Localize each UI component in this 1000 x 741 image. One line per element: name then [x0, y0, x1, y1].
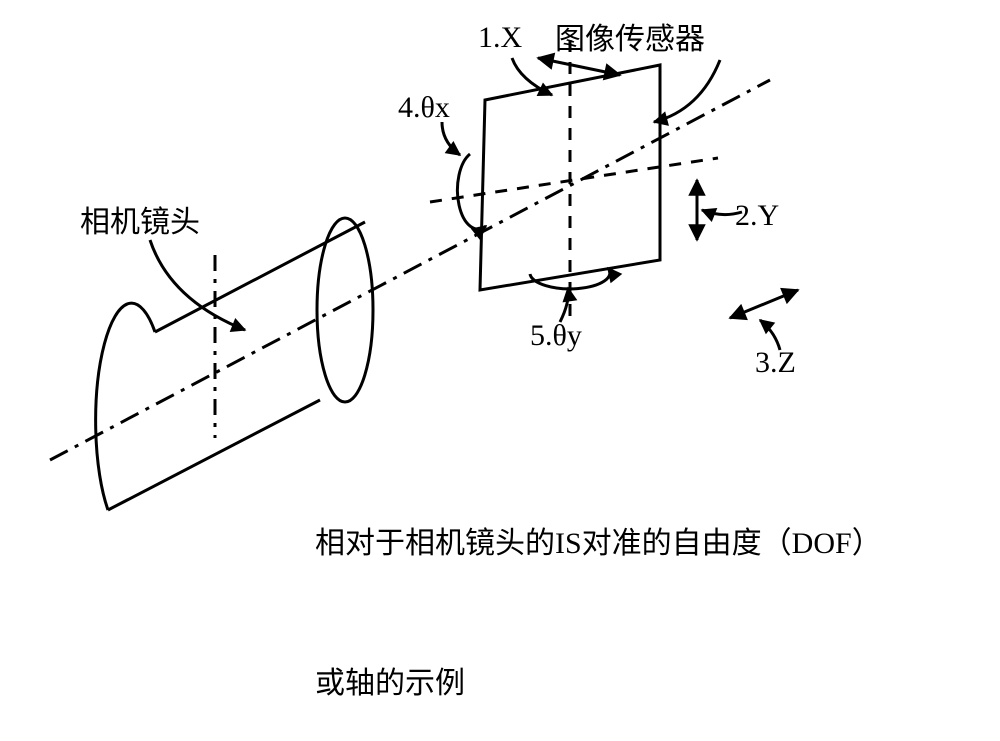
leader-lens [150, 240, 245, 330]
label-4thx: 4.θx [398, 90, 450, 126]
x-translate-arrow [538, 58, 620, 75]
label-2y: 2.Y [735, 198, 779, 234]
label-sensor: 图像传感器 [555, 22, 705, 58]
label-1x: 1.X [478, 20, 522, 56]
leader-5thy [560, 288, 568, 322]
caption: 相对于相机镜头的IS对准的自由度（DOF） 或轴的示例 1. X，平行于IS行的… [315, 428, 882, 741]
leader-sensor [654, 60, 720, 122]
z-translate-arrow [730, 290, 798, 318]
optical-axis [50, 80, 770, 460]
label-3z: 3.Z [755, 345, 796, 381]
leaders [150, 58, 780, 350]
motion-arrows [538, 58, 798, 318]
caption-line: 或轴的示例 [315, 661, 882, 708]
diagram-canvas: 相机镜头 图像传感器 1.X 4.θx 2.Y 5.θy 3.Z 相对于相机镜头… [0, 0, 1000, 741]
caption-line: 相对于相机镜头的IS对准的自由度（DOF） [315, 521, 882, 568]
label-lens: 相机镜头 [80, 205, 200, 241]
label-5thy: 5.θy [530, 318, 582, 354]
leader-4thx [442, 122, 460, 155]
image-sensor [430, 40, 718, 318]
